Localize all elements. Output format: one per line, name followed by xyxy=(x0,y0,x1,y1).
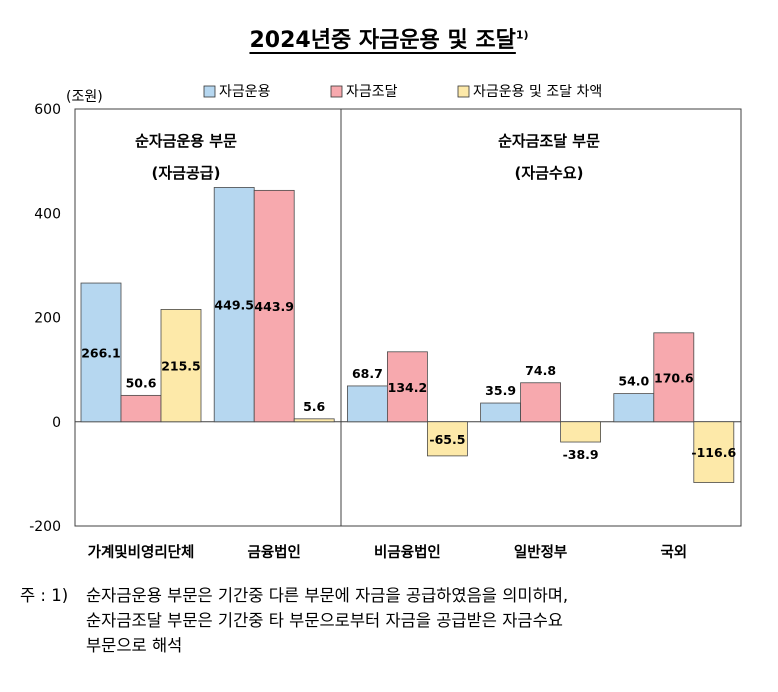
chart-title: 2024년중 자금운용 및 조달1) xyxy=(0,22,778,54)
footnote-line-2: 순자금조달 부문은 기간중 타 부문으로부터 자금을 공급받은 자금수요 xyxy=(86,611,563,630)
data-label: 54.0 xyxy=(618,374,649,389)
bar xyxy=(293,418,335,423)
footnote-line-1: 순자금운용 부문은 기간중 다른 부문에 자금을 공급하였음을 의미하며, xyxy=(86,586,569,605)
y-unit-label: (조원) xyxy=(66,89,103,105)
section-title: 순자금운용 부문 xyxy=(135,132,237,150)
bar xyxy=(386,351,428,423)
data-label: -116.6 xyxy=(691,445,736,460)
x-tick-label: 국외 xyxy=(660,543,687,561)
bar xyxy=(120,394,162,423)
bar xyxy=(480,402,522,423)
y-tick-label: 400 xyxy=(34,206,61,222)
data-label: 74.8 xyxy=(525,363,556,378)
footnote-line-3: 부문으로 해석 xyxy=(86,636,183,655)
legend-label: 자금운용 및 조달 차액 xyxy=(473,84,602,100)
bar xyxy=(80,282,122,423)
data-label: 266.1 xyxy=(81,345,121,360)
bar xyxy=(653,332,695,423)
bar xyxy=(560,421,601,443)
data-label: -65.5 xyxy=(429,432,465,447)
x-tick-label: 일반정부 xyxy=(514,543,567,561)
x-tick-label: 비금융법인 xyxy=(374,543,441,561)
legend-label: 자금조달 xyxy=(346,84,398,100)
footnote-lead: 주 : 1) xyxy=(20,586,69,605)
data-label: 5.6 xyxy=(303,399,325,414)
bar xyxy=(426,421,468,457)
chart-title-text: 2024년중 자금운용 및 조달 xyxy=(249,28,516,53)
bar xyxy=(520,382,561,423)
y-tick-label: -200 xyxy=(29,519,61,535)
legend-label: 자금운용 xyxy=(219,84,271,100)
legend-swatch xyxy=(330,85,343,98)
legend-swatch xyxy=(457,85,470,98)
section-title: 순자금조달 부문 xyxy=(498,132,600,150)
data-label: 35.9 xyxy=(485,383,516,398)
bar xyxy=(160,309,202,423)
plot-frame xyxy=(74,108,742,527)
x-tick-label: 가계및비영리단체 xyxy=(88,543,195,561)
section-subtitle: (자금공급) xyxy=(152,164,221,182)
legend-swatch xyxy=(203,85,216,98)
y-tick-label: 600 xyxy=(34,102,61,118)
section-subtitle: (자금수요) xyxy=(515,164,584,182)
data-label: -38.9 xyxy=(563,447,599,462)
data-label: 50.6 xyxy=(126,375,157,390)
bar xyxy=(253,189,295,423)
bar xyxy=(693,421,735,483)
data-label: 134.2 xyxy=(388,380,428,395)
chart: 600 400 200 0 -200 (조원) 순자금운용 부문 (자금공급) 순자금조달 부문… xyxy=(29,84,742,561)
footnote: 주 : 1) 순자금운용 부문은 기간중 다른 부문에 자금을 공급하였음을 의미… xyxy=(20,583,760,658)
bar xyxy=(346,385,388,423)
x-tick-label: 금융법인 xyxy=(248,543,301,561)
bar xyxy=(213,187,255,423)
data-label: 215.5 xyxy=(161,359,201,374)
data-label: 443.9 xyxy=(254,299,294,314)
bar xyxy=(613,393,655,423)
data-label: 68.7 xyxy=(352,366,383,381)
y-tick-label: 0 xyxy=(52,415,61,431)
y-tick-label: 200 xyxy=(34,311,61,327)
title-footnote-mark: 1) xyxy=(515,28,529,42)
data-label: 449.5 xyxy=(214,298,254,313)
data-label: 170.6 xyxy=(654,370,694,385)
